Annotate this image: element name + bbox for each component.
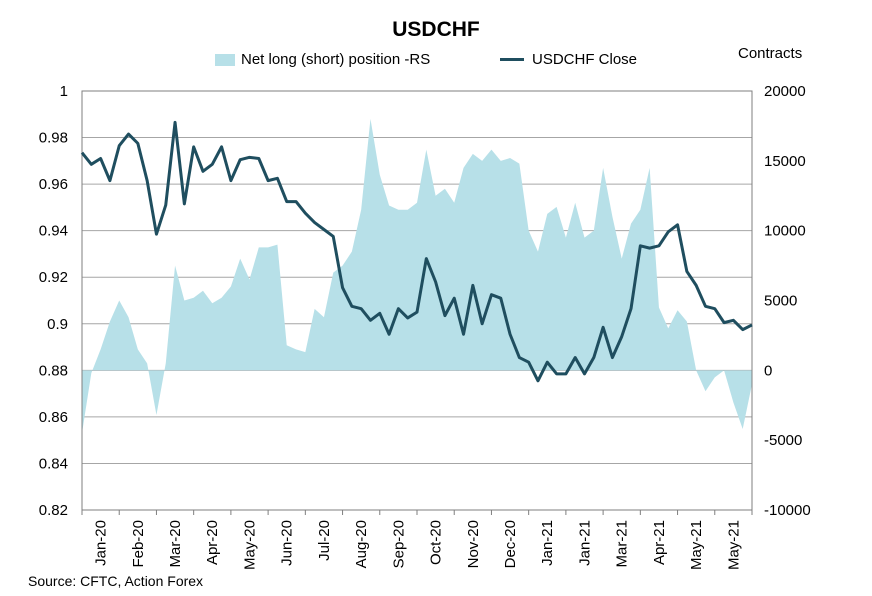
x-tick-label: Mar-21 <box>614 520 631 568</box>
x-tick-label: Jun-20 <box>279 520 296 566</box>
usdchf-close-line <box>80 120 753 383</box>
x-tick-label: Jan-21 <box>539 520 556 566</box>
right-tick-label: 15000 <box>764 153 806 170</box>
x-tick-label: Oct-20 <box>428 520 445 565</box>
x-tick-label: Mar-20 <box>167 520 184 568</box>
left-tick-label: 0.86 <box>39 409 68 426</box>
left-tick-label: 1 <box>60 83 68 100</box>
x-tick-label: Dec-20 <box>502 520 519 568</box>
left-tick-label: 0.84 <box>39 455 68 472</box>
area-series <box>82 118 752 434</box>
x-tick-label: Nov-20 <box>465 520 482 568</box>
left-tick-label: 0.94 <box>39 223 68 240</box>
x-axis-ticks: Jan-20 Feb-20 Mar-20 Apr-20 May-20 Jun-20 Jul-… <box>81 510 753 570</box>
left-tick-label: 0.98 <box>39 130 68 147</box>
right-tick-label: 20000 <box>764 83 806 100</box>
left-tick-label: 0.9 <box>47 316 68 333</box>
right-tick-label: -5000 <box>764 432 802 449</box>
legend-swatch-line <box>500 58 524 61</box>
left-tick-label: 0.82 <box>39 502 68 519</box>
right-tick-label: 10000 <box>764 223 806 240</box>
left-tick-label: 0.92 <box>39 269 68 286</box>
right-tick-label: 0 <box>764 362 772 379</box>
x-tick-label: Jan-20 <box>93 520 110 566</box>
legend-label-usdchf-close: USDCHF Close <box>532 51 638 68</box>
x-tick-label: Apr-20 <box>204 520 221 565</box>
net-position-area <box>82 118 752 434</box>
left-axis-ticks: 0.82 0.84 0.86 0.88 0.9 0.92 0.94 0.96 0.98 1 <box>39 83 68 519</box>
x-tick-label: May-20 <box>241 520 258 570</box>
right-axis-ticks: -10000 -5000 0 5000 10000 15000 20000 <box>764 83 811 519</box>
x-tick-label: Apr-21 <box>651 520 668 565</box>
left-tick-label: 0.96 <box>39 176 68 193</box>
chart-title: USDCHF <box>392 18 480 41</box>
x-tick-label: Jan-21 <box>576 520 593 566</box>
x-tick-label: Feb-20 <box>130 520 147 568</box>
right-axis-title: Contracts <box>738 45 803 62</box>
left-tick-label: 0.88 <box>39 362 68 379</box>
line-series <box>80 120 753 383</box>
right-tick-label: -10000 <box>764 502 811 519</box>
legend-label-net-long: Net long (short) position -RS <box>241 51 431 68</box>
right-tick-label: 5000 <box>764 293 797 310</box>
x-tick-label: Aug-20 <box>353 520 370 568</box>
source-note: Source: CFTC, Action Forex <box>28 573 204 589</box>
x-tick-label: Jul-20 <box>316 520 333 561</box>
x-tick-label: May-21 <box>725 520 742 570</box>
x-tick-label: Sep-20 <box>390 520 407 568</box>
x-tick-label: May-21 <box>688 520 705 570</box>
legend-swatch-area <box>215 53 235 66</box>
legend-item-net-long: Net long (short) position -RS <box>215 51 430 68</box>
legend-item-usdchf-close: USDCHF Close <box>500 51 637 68</box>
